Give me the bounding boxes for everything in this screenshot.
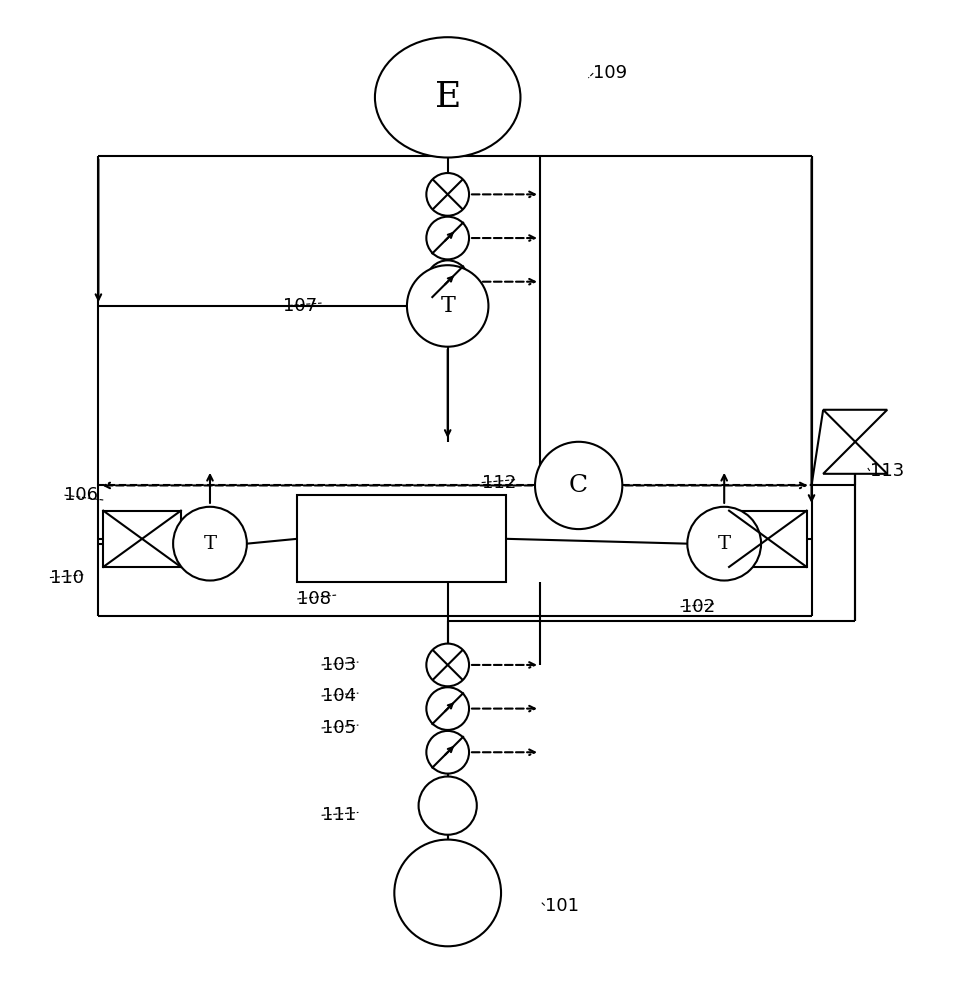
Ellipse shape xyxy=(375,37,521,158)
Bar xyxy=(298,495,506,582)
Text: 107: 107 xyxy=(283,297,317,315)
Text: T: T xyxy=(440,295,455,317)
Text: 103: 103 xyxy=(321,656,356,674)
Text: C: C xyxy=(569,474,589,497)
Text: 108: 108 xyxy=(298,590,332,608)
Circle shape xyxy=(426,260,469,303)
Circle shape xyxy=(426,173,469,216)
Polygon shape xyxy=(823,410,887,442)
Bar xyxy=(103,511,181,567)
Polygon shape xyxy=(823,442,887,474)
Circle shape xyxy=(407,265,488,347)
Text: T: T xyxy=(203,535,217,553)
Text: T: T xyxy=(718,535,731,553)
Circle shape xyxy=(418,777,477,835)
Circle shape xyxy=(426,644,469,686)
Circle shape xyxy=(394,840,501,946)
Text: 102: 102 xyxy=(680,598,715,616)
Circle shape xyxy=(535,442,623,529)
Text: 105: 105 xyxy=(321,719,356,737)
Text: 106: 106 xyxy=(64,486,98,504)
Text: 113: 113 xyxy=(870,462,904,480)
Circle shape xyxy=(173,507,247,581)
Text: 111: 111 xyxy=(321,806,356,824)
Text: 112: 112 xyxy=(482,474,516,492)
Circle shape xyxy=(687,507,761,581)
Circle shape xyxy=(426,687,469,730)
Circle shape xyxy=(426,217,469,259)
Text: 110: 110 xyxy=(50,569,84,587)
Bar xyxy=(729,511,807,567)
Text: 101: 101 xyxy=(545,897,579,915)
Text: E: E xyxy=(435,80,461,114)
Text: 104: 104 xyxy=(321,687,356,705)
Text: 109: 109 xyxy=(594,64,628,82)
Circle shape xyxy=(426,731,469,774)
